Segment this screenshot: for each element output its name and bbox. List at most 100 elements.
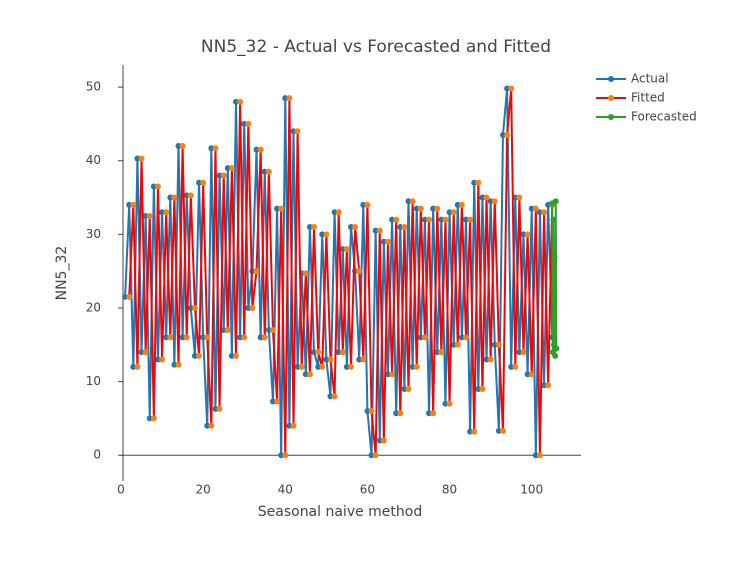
point (550, 216, 557, 223)
point (380, 238, 387, 245)
point (175, 361, 182, 368)
point (245, 304, 252, 311)
point (126, 201, 133, 208)
point (154, 183, 161, 190)
point (458, 334, 465, 341)
series (126, 85, 556, 459)
point (142, 212, 149, 219)
point (187, 304, 194, 311)
point (130, 363, 137, 370)
point (483, 356, 490, 363)
point (479, 385, 486, 392)
point (204, 422, 211, 429)
point (405, 385, 412, 392)
point (159, 356, 166, 363)
point (179, 142, 186, 149)
point (479, 194, 486, 201)
point (265, 168, 272, 175)
point (356, 356, 363, 363)
legend-label: Forecasted (631, 110, 697, 124)
point (413, 205, 420, 212)
point (532, 205, 539, 212)
point (343, 363, 350, 370)
point (138, 349, 145, 356)
point (179, 334, 186, 341)
point (483, 194, 490, 201)
point (167, 194, 174, 201)
point (249, 304, 256, 311)
point (450, 341, 457, 348)
point (134, 363, 141, 370)
legend-label: Actual (631, 72, 669, 86)
point (528, 371, 535, 378)
point (319, 363, 326, 370)
point (368, 408, 375, 415)
point (294, 128, 301, 135)
point (269, 327, 276, 334)
point (269, 398, 276, 405)
y-tick-label: 20 (86, 300, 101, 314)
point (335, 349, 342, 356)
point (175, 142, 182, 149)
point (426, 216, 433, 223)
point (438, 216, 445, 223)
point (327, 393, 334, 400)
point (417, 334, 424, 341)
point (196, 352, 203, 359)
point (438, 349, 445, 356)
point (446, 400, 453, 407)
series-line (551, 201, 558, 356)
point (389, 371, 396, 378)
point (331, 209, 338, 216)
point (516, 194, 523, 201)
y-axis-title: NN5_32 (54, 246, 70, 301)
point (499, 427, 506, 434)
point (524, 371, 531, 378)
point (208, 145, 215, 152)
point (512, 363, 519, 370)
x-tick-label: 20 (196, 483, 211, 497)
point (372, 452, 379, 459)
point (553, 345, 560, 352)
point (212, 405, 219, 412)
series (549, 198, 560, 359)
point (516, 349, 523, 356)
point (237, 98, 244, 105)
point (339, 349, 346, 356)
point (552, 352, 559, 359)
point (528, 205, 535, 212)
point (306, 371, 313, 378)
point (282, 95, 289, 102)
point (339, 246, 346, 253)
legend-marker (608, 95, 614, 101)
y-tick-label: 30 (86, 227, 101, 241)
point (491, 198, 498, 205)
point (409, 363, 416, 370)
point (409, 198, 416, 205)
point (446, 209, 453, 216)
point (413, 363, 420, 370)
point (364, 408, 371, 415)
point (274, 205, 281, 212)
point (200, 334, 207, 341)
point (294, 363, 301, 370)
point (405, 198, 412, 205)
point (545, 382, 552, 389)
point (306, 223, 313, 230)
point (384, 238, 391, 245)
point (154, 356, 161, 363)
point (274, 398, 281, 405)
point (286, 422, 293, 429)
point (261, 168, 268, 175)
point (163, 209, 170, 216)
legend-marker (608, 114, 614, 120)
point (487, 198, 494, 205)
point (183, 334, 190, 341)
point (319, 231, 326, 238)
point (475, 385, 482, 392)
point (434, 349, 441, 356)
point (551, 253, 558, 260)
point (467, 428, 474, 435)
y-tick-label: 50 (86, 80, 101, 94)
point (302, 270, 309, 277)
